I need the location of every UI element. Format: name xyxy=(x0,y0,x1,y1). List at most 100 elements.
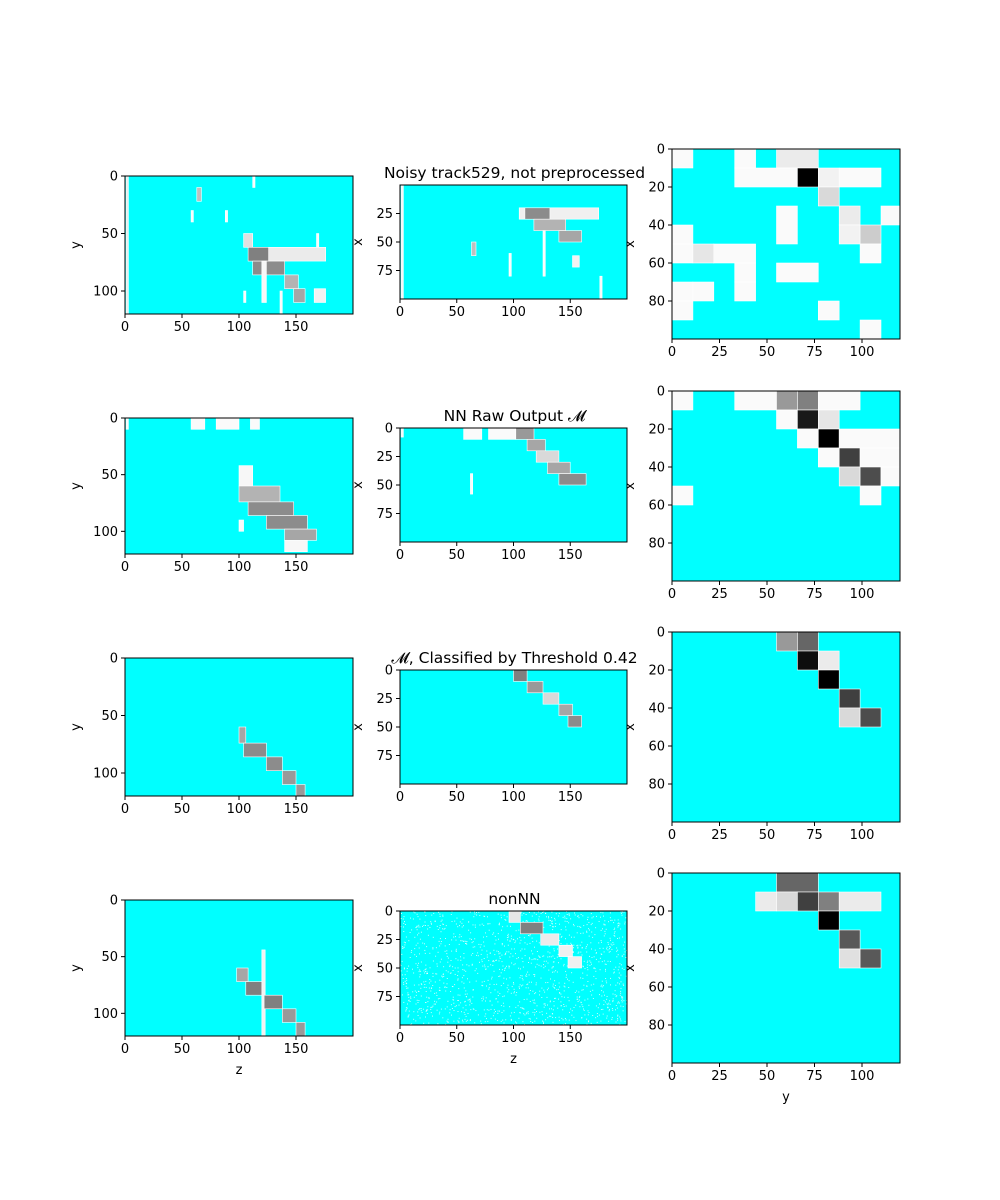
y-tick-label: 40 xyxy=(648,219,665,234)
noise-pixel xyxy=(522,1008,524,1010)
noise-pixel xyxy=(526,973,527,975)
heatmap-cell xyxy=(692,243,715,264)
noise-pixel xyxy=(614,935,616,937)
noise-pixel xyxy=(613,929,615,930)
noise-pixel xyxy=(455,936,456,938)
noise-pixel xyxy=(595,958,597,960)
noise-pixel xyxy=(444,986,446,988)
noise-pixel xyxy=(536,963,538,965)
y-tick-label: 20 xyxy=(648,664,665,679)
noise-pixel xyxy=(511,962,513,964)
noise-pixel xyxy=(421,1012,423,1013)
noise-pixel xyxy=(553,1001,555,1002)
noise-pixel xyxy=(616,1007,618,1009)
noise-pixel xyxy=(417,1011,419,1013)
heatmap-cell xyxy=(261,949,266,1036)
noise-pixel xyxy=(589,960,591,962)
subplot-title: 𝓜, Classified by Threshold 0.42 xyxy=(391,649,637,667)
noise-pixel xyxy=(599,957,601,959)
noise-pixel xyxy=(487,923,489,925)
noise-pixel xyxy=(548,945,550,947)
noise-pixel xyxy=(462,969,464,971)
y-tick-label: 50 xyxy=(376,962,393,977)
noise-pixel xyxy=(520,912,522,914)
noise-pixel xyxy=(608,1020,610,1022)
heatmap-cell xyxy=(540,933,560,946)
heatmap-cell xyxy=(599,275,603,299)
noise-pixel xyxy=(620,964,622,966)
noise-pixel xyxy=(602,928,603,930)
noise-pixel xyxy=(445,970,447,972)
noise-pixel xyxy=(404,944,406,946)
noise-pixel xyxy=(614,990,616,992)
noise-pixel xyxy=(461,977,463,979)
noise-pixel xyxy=(483,945,485,947)
noise-pixel xyxy=(505,952,507,954)
y-tick-label: 80 xyxy=(648,295,665,310)
noise-pixel xyxy=(413,1011,415,1013)
noise-pixel xyxy=(620,928,622,930)
subplot-title: NN Raw Output 𝓜 xyxy=(444,407,588,425)
noise-pixel xyxy=(549,920,551,921)
noise-pixel xyxy=(598,942,600,944)
axes-frame xyxy=(671,390,901,582)
heatmap-cell xyxy=(247,247,269,262)
noise-pixel xyxy=(447,971,449,973)
noise-pixel xyxy=(601,941,602,943)
heatmap-cell xyxy=(755,891,777,912)
noise-pixel xyxy=(605,970,606,972)
noise-pixel xyxy=(452,970,454,971)
noise-pixel xyxy=(607,943,609,945)
noise-pixel xyxy=(401,953,403,955)
heatmap-cell xyxy=(838,707,861,728)
y-tick-label: 20 xyxy=(648,181,665,196)
noise-pixel xyxy=(540,913,542,914)
noise-pixel xyxy=(623,1000,625,1002)
y-axis-label: x xyxy=(623,240,638,248)
noise-pixel xyxy=(447,1021,449,1023)
noise-pixel xyxy=(434,920,436,922)
noise-pixel xyxy=(487,979,489,981)
heatmap-cells xyxy=(125,418,317,553)
noise-pixel xyxy=(513,992,515,994)
noise-pixel xyxy=(446,983,448,985)
noise-pixel xyxy=(410,917,411,919)
noise-pixel xyxy=(519,1001,521,1003)
noise-pixel xyxy=(442,915,444,917)
noise-pixel xyxy=(601,954,603,955)
noise-pixel xyxy=(607,960,609,962)
noise-pixel xyxy=(527,987,529,989)
noise-pixel xyxy=(524,955,526,957)
heatmap-cell xyxy=(284,274,299,289)
x-tick-label: 25 xyxy=(711,828,728,843)
noise-pixel xyxy=(417,934,418,936)
noise-pixel xyxy=(467,978,468,980)
heatmap-cell xyxy=(776,891,798,912)
noise-pixel xyxy=(453,1002,455,1004)
noise-pixel xyxy=(498,960,500,962)
noise-pixel xyxy=(532,953,534,955)
noise-pixel xyxy=(440,920,442,922)
noise-pixel xyxy=(602,991,604,993)
noise-pixel xyxy=(482,985,484,987)
noise-pixel xyxy=(625,957,627,958)
heatmap-cell xyxy=(838,167,882,188)
noise-pixel xyxy=(405,1010,407,1012)
noise-pixel xyxy=(503,1010,505,1012)
noise-pixel xyxy=(565,929,567,931)
noise-pixel xyxy=(552,926,553,928)
noise-pixel xyxy=(492,1015,494,1017)
heatmap-cell xyxy=(252,260,285,276)
noise-pixel xyxy=(499,968,500,970)
noise-pixel xyxy=(493,949,495,951)
noise-pixel xyxy=(528,962,529,963)
noise-pixel xyxy=(511,948,513,950)
noise-pixel xyxy=(567,996,569,998)
noise-pixel xyxy=(596,1013,598,1014)
heatmap-cell xyxy=(508,253,512,277)
noise-pixel xyxy=(551,1008,552,1010)
noise-pixel xyxy=(609,948,610,950)
heatmap-cell xyxy=(672,485,694,506)
noise-pixel xyxy=(543,960,545,962)
noise-pixel xyxy=(600,985,602,987)
